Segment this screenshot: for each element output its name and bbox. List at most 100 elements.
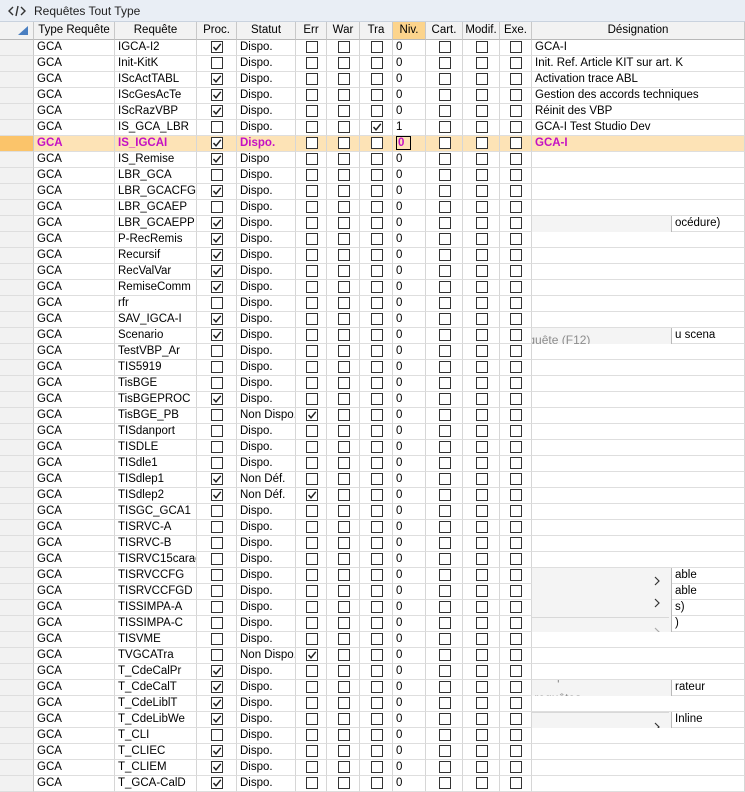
cell [360, 312, 393, 328]
cell: GCA [34, 104, 115, 120]
cell [360, 408, 393, 424]
checkbox-unchecked [305, 697, 318, 709]
checkbox-unchecked [370, 601, 383, 613]
cell-text: Dispo. [240, 201, 273, 213]
checkbox-unchecked [337, 201, 350, 213]
column-header[interactable]: Tra [360, 22, 393, 40]
cell [296, 744, 327, 760]
cell: 0 [393, 232, 426, 248]
cell: Dispo. [237, 200, 296, 216]
cell [532, 744, 745, 760]
column-header[interactable]: Requête [115, 22, 197, 40]
cell: SAV_IGCA-I [115, 312, 197, 328]
cell: TisBGE_PB [115, 408, 197, 424]
cell-text: IS_IGCAI [118, 137, 168, 149]
cell [532, 312, 745, 328]
cell-text: Dispo. [240, 217, 273, 229]
cell-text: GCA [37, 361, 62, 373]
cell [296, 232, 327, 248]
checkbox-unchecked [337, 553, 350, 565]
checkbox-unchecked [438, 137, 451, 149]
column-header[interactable]: Niv. [393, 22, 426, 40]
cell [327, 600, 360, 616]
checkbox-unchecked [305, 57, 318, 69]
cell [197, 408, 237, 424]
column-header[interactable]: War [327, 22, 360, 40]
cell [532, 728, 745, 744]
cell [296, 680, 327, 696]
cell: Dispo. [237, 168, 296, 184]
checkbox-unchecked [510, 249, 522, 261]
checkbox-unchecked [370, 57, 383, 69]
column-header[interactable]: Modif. [463, 22, 500, 40]
cell [500, 536, 532, 552]
column-header[interactable]: Proc. [197, 22, 237, 40]
cell-text: s) [675, 601, 685, 613]
cell: Dispo. [237, 40, 296, 56]
level-value: 0 [396, 153, 403, 165]
row-selector [0, 408, 34, 424]
level-value: 0 [396, 521, 403, 533]
checkbox-unchecked [438, 425, 451, 437]
checkbox-unchecked [438, 329, 451, 341]
cell-text: Non Dispo. [240, 409, 296, 421]
checkbox-unchecked [510, 505, 522, 517]
cell [463, 600, 500, 616]
cell [500, 760, 532, 776]
cell: 0 [393, 88, 426, 104]
column-header[interactable]: Statut [237, 22, 296, 40]
cell [500, 776, 532, 792]
column-header[interactable]: Err [296, 22, 327, 40]
column-header[interactable]: Cart. [426, 22, 463, 40]
level-value: 0 [396, 761, 403, 773]
checkbox-unchecked [475, 249, 488, 261]
cell [360, 40, 393, 56]
level-value: 0 [396, 633, 403, 645]
cell-text: GCA [37, 409, 62, 421]
cell [426, 328, 463, 344]
checkbox-unchecked [510, 201, 522, 213]
cell-text: GCA [37, 521, 62, 533]
checkbox-checked [305, 649, 318, 661]
cell [463, 88, 500, 104]
column-header[interactable]: Désignation [532, 22, 745, 40]
cell [327, 584, 360, 600]
cell [327, 312, 360, 328]
cell: GCA [34, 408, 115, 424]
level-value: 0 [396, 505, 403, 517]
column-header[interactable]: Exe. [500, 22, 532, 40]
checkbox-unchecked [370, 297, 383, 309]
column-header[interactable]: Type Requête [34, 22, 115, 40]
level-value: 0 [396, 697, 403, 709]
cell: TISdle1 [115, 456, 197, 472]
cell-text: IScActTABL [118, 73, 180, 85]
cell [500, 584, 532, 600]
cell [197, 504, 237, 520]
checkbox-unchecked [370, 729, 383, 741]
checkbox-unchecked [370, 457, 383, 469]
cell [360, 184, 393, 200]
checkbox-unchecked [510, 681, 522, 693]
row-selector [0, 376, 34, 392]
cell-text: Dispo. [240, 665, 273, 677]
cell-text: GCA [37, 745, 62, 757]
cell: 0 [393, 104, 426, 120]
checkbox-unchecked [305, 521, 318, 533]
checkbox-unchecked [370, 569, 383, 581]
checkbox-unchecked [305, 569, 318, 581]
cell [500, 120, 532, 136]
level-value: 1 [396, 121, 403, 133]
cell [296, 312, 327, 328]
checkbox-unchecked [337, 729, 350, 741]
cell-text: T_CLIEC [118, 745, 166, 757]
cell: 0 [393, 504, 426, 520]
cell [327, 296, 360, 312]
cell [197, 312, 237, 328]
checkbox-unchecked [475, 777, 488, 789]
cell [500, 168, 532, 184]
checkbox-unchecked [337, 153, 350, 165]
checkbox-unchecked [337, 665, 350, 677]
cell [463, 712, 500, 728]
checkbox-unchecked [211, 457, 223, 469]
checkbox-unchecked [337, 761, 350, 773]
